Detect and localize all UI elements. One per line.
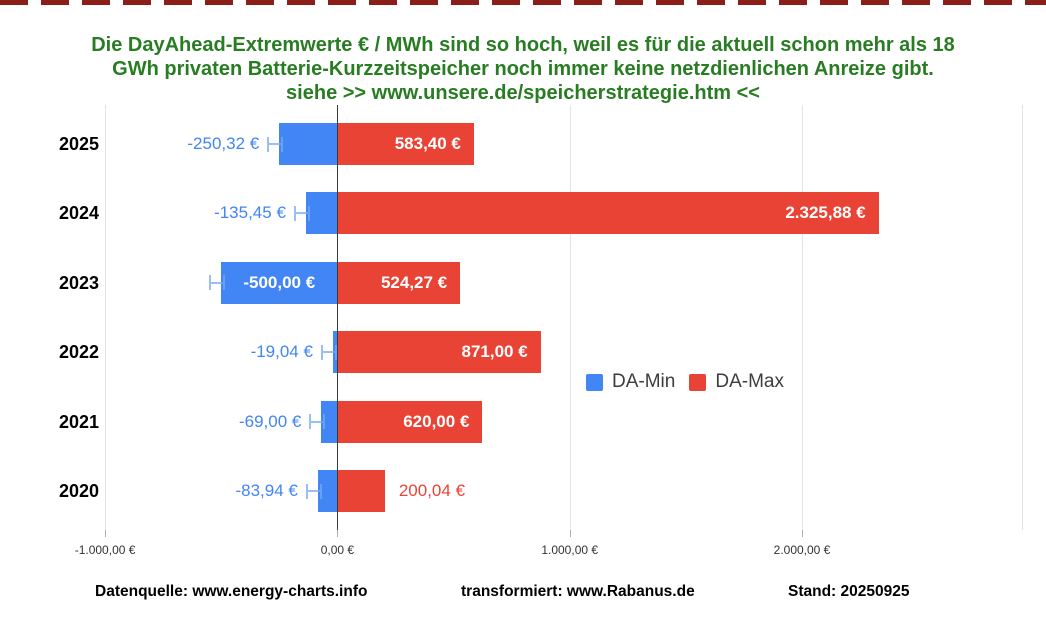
bar-da-max-2025: [338, 123, 474, 165]
footer-datenquelle: Datenquelle: www.energy-charts.info: [95, 583, 368, 600]
legend-label-da-max: DA-Max: [715, 371, 784, 392]
year-label-2024: 2024: [58, 203, 99, 224]
value-label-da-min-2020: -83,94 €: [235, 481, 298, 500]
axis-label-1000: 1.000,00 €: [541, 543, 599, 557]
gridline-0: [337, 105, 339, 530]
legend-label-da-min: DA-Min: [612, 371, 676, 392]
bar-da-max-2024: [338, 192, 879, 235]
legend-item-da-min: DA-Min: [586, 371, 675, 393]
axis-tick-1000: [569, 530, 571, 537]
chart-title-line-2: GWh privaten Batterie-Kurzzeitspeicher n…: [112, 58, 934, 80]
bar-da-min-2020: [317, 470, 338, 512]
bar-da-min-2025: [279, 123, 338, 165]
year-label-2020: 2020: [58, 481, 99, 501]
chart-title-line-1: Die DayAhead-Extremwerte € / MWh sind so…: [91, 34, 955, 56]
error-whisker-2024: [293, 205, 310, 221]
value-label-da-min-2025: -250,32 €: [187, 134, 260, 153]
bar-da-min-2021: [321, 400, 338, 443]
legend-swatch-da-min: [586, 373, 603, 391]
axis-label-2000: 2.000,00 €: [773, 543, 831, 557]
bar-da-max-2022: [338, 331, 541, 374]
error-whisker-2022: [320, 344, 337, 360]
top-dashed-border: [0, 0, 1046, 5]
value-label-da-max-2022: 871,00 €: [461, 342, 528, 362]
chart-title-line-3: siehe >> www.unsere.de/speicherstrategie…: [286, 82, 760, 104]
bar-da-max-2023: [338, 261, 461, 304]
value-label-da-max-2021: 620,00 €: [403, 411, 470, 431]
gridline--1000: [105, 105, 107, 530]
bar-da-max-2020: [338, 470, 385, 512]
axis-tick--1000: [105, 530, 107, 537]
footer-transformiert: transformiert: www.Rabanus.de: [461, 583, 695, 600]
chart-footer: Datenquelle: www.energy-charts.info tran…: [0, 583, 1046, 603]
bar-da-min-2024: [305, 192, 338, 235]
error-whisker-2025: [267, 136, 284, 152]
year-label-2021: 2021: [58, 411, 99, 432]
value-label-da-min-2023: -500,00 €: [243, 272, 316, 292]
bar-da-min-2023: [221, 261, 338, 304]
year-label-2023: 2023: [58, 272, 99, 293]
axis-label-0: 0,00 €: [320, 543, 355, 557]
error-whisker-2020: [305, 483, 322, 499]
axis-tick-2000: [802, 530, 803, 537]
year-label-2025: 2025: [58, 134, 99, 154]
value-label-da-min-2024: -135,45 €: [214, 203, 286, 223]
gridline-2000: [802, 105, 803, 530]
value-label-da-min-2022: -19,04 €: [250, 342, 313, 362]
value-label-da-max-2020: 200,04 €: [398, 481, 466, 500]
gridline-right-edge: [1022, 105, 1023, 530]
legend-swatch-da-max: [689, 373, 707, 391]
year-label-2022: 2022: [58, 342, 99, 363]
value-label-da-max-2023: 524,27 €: [380, 272, 448, 292]
error-whisker-2021: [309, 414, 326, 430]
gridline-1000: [569, 105, 571, 530]
chart-title: Die DayAhead-Extremwerte € / MWh sind so…: [0, 33, 1046, 105]
error-whisker-2023: [209, 275, 226, 291]
chart-legend: DA-Min DA-Max: [586, 371, 784, 393]
value-label-da-min-2021: -69,00 €: [238, 411, 302, 431]
axis-tick-0: [337, 530, 339, 537]
value-label-da-max-2024: 2.325,88 €: [785, 203, 866, 223]
axis-label--1000: -1.000,00 €: [74, 543, 136, 557]
bar-da-max-2021: [338, 400, 483, 443]
legend-item-da-max: DA-Max: [689, 371, 784, 393]
footer-stand: Stand: 20250925: [788, 583, 910, 600]
value-label-da-max-2025: 583,40 €: [394, 134, 461, 153]
